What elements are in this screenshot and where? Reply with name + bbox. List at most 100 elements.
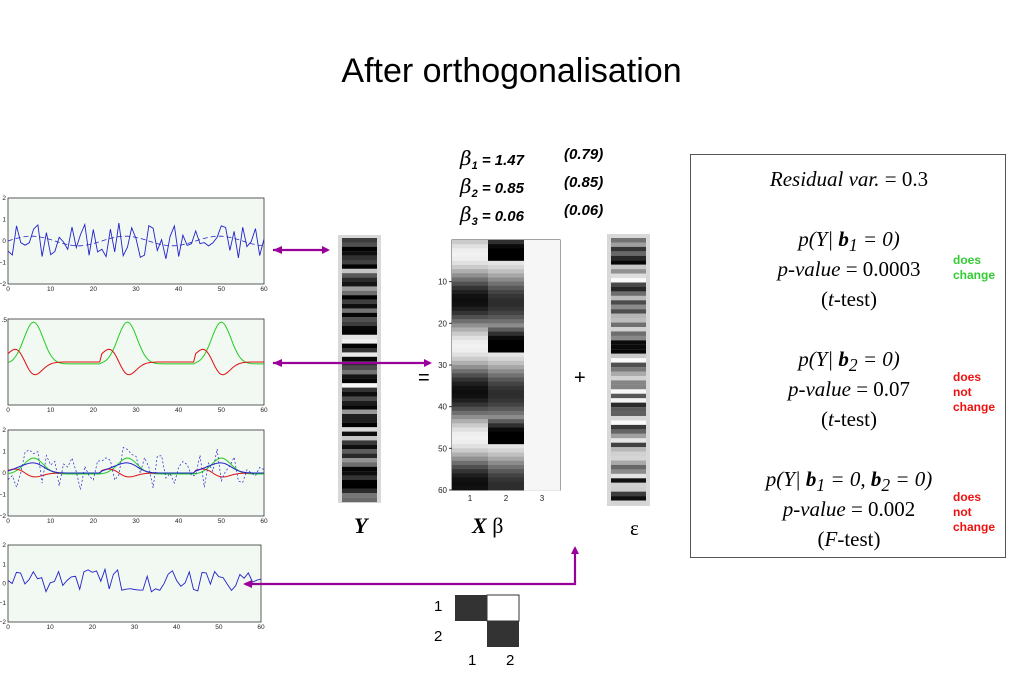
note-line: change: [953, 268, 996, 282]
design-cell-col1: [452, 310, 488, 316]
y-column-cell: [342, 453, 377, 459]
design-cell-col3: [524, 385, 560, 391]
plot-y-tick-label: 0: [2, 581, 6, 588]
plot-y-tick-label: −1: [0, 492, 6, 499]
design-cell-col3: [524, 248, 560, 253]
plot-x-tick-label: 20: [89, 624, 97, 631]
design-cell-col3: [524, 427, 560, 433]
y-column-cell: [342, 444, 377, 450]
residual-label: Residual var.: [769, 167, 880, 191]
eps-column-cell: [611, 335, 646, 341]
hyp-b: b: [805, 467, 817, 491]
y-column-cell: [342, 458, 377, 463]
design-y-tick-label: 40: [438, 403, 447, 412]
design-cell-col1: [452, 444, 488, 449]
eps-column-cell: [611, 371, 646, 376]
eps-column-cell: [611, 438, 646, 443]
design-cell-col2: [488, 394, 524, 399]
design-cell-col3: [524, 435, 560, 441]
y-column-cell: [342, 475, 377, 481]
test-post: -test): [837, 527, 881, 551]
slide-title: After orthogonalisation: [341, 52, 682, 90]
design-cell-col3: [524, 290, 560, 295]
test-letter: F: [824, 527, 838, 551]
eps-column-cell: [611, 349, 646, 354]
design-cell-col2: [488, 481, 524, 487]
beta-value: = 0.85: [477, 180, 524, 197]
eps-column-cell: [611, 442, 646, 448]
design-cell-col1: [452, 248, 488, 253]
design-cell-col2: [488, 419, 524, 424]
contrast-cell-22: [487, 621, 519, 647]
design-cell-col1: [452, 460, 488, 466]
y-column-cell: [342, 238, 377, 243]
y-column-cell: [342, 466, 377, 472]
eps-column-cell: [611, 496, 646, 501]
pvalue: = 0.0003: [840, 257, 921, 281]
y-column-cell: [342, 321, 377, 327]
design-cell-col3: [524, 323, 560, 328]
design-cell-col3: [524, 344, 560, 349]
eps-column-cell: [611, 327, 646, 332]
design-cell-col1: [452, 360, 488, 366]
arrowhead-left-2: [273, 359, 282, 367]
plot-x-tick-label: 0: [6, 624, 10, 631]
label-beta: β: [492, 513, 504, 538]
hyp-b: b: [838, 227, 849, 251]
design-cell-col1: [452, 269, 488, 274]
eps-column-cell: [611, 429, 646, 434]
eps-column-cell: [611, 304, 646, 310]
design-cell-col3: [524, 360, 560, 366]
eps-column-cell: [611, 238, 646, 243]
plot-y-tick-label: 2: [2, 542, 6, 549]
contrast-row-1: 1: [434, 598, 443, 615]
design-cell-col1: [452, 485, 488, 491]
design-matrix: 10 20 30 40 50 60 1 2 3: [438, 239, 561, 503]
y-column-cell: [342, 405, 377, 410]
plot-x-tick-label: 60: [260, 286, 268, 293]
design-x-tick-label: 3: [540, 494, 545, 503]
design-cell-col3: [524, 481, 560, 487]
design-cell-col2: [488, 319, 524, 324]
design-cell-col2: [488, 277, 524, 283]
design-cell-col2: [488, 315, 524, 320]
eps-column-cell: [611, 313, 646, 319]
test-1-pvalue: p-value = 0.0003: [691, 257, 1007, 282]
eps-column-cell: [611, 380, 646, 385]
design-cell-col1: [452, 419, 488, 424]
arrowhead-left-3: [243, 580, 252, 588]
design-cell-col1: [452, 373, 488, 378]
y-column-cell: [342, 246, 377, 252]
test-letter: t: [828, 407, 834, 431]
design-cell-col1: [452, 398, 488, 403]
design-cell-col2: [488, 377, 524, 383]
design-cell-col3: [524, 369, 560, 374]
plot-y-tick-label: −2: [0, 281, 6, 288]
design-cell-col1: [452, 427, 488, 433]
design-cell-col2: [488, 410, 524, 416]
y-column-cell: [342, 484, 377, 489]
design-y-tick-label: 20: [438, 319, 447, 328]
beta-index: 1: [471, 160, 478, 172]
eps-column-cell: [611, 291, 646, 296]
design-cell-col2: [488, 260, 524, 266]
plot-y-tick-label: 2: [2, 195, 6, 202]
design-cell-col2: [488, 244, 524, 249]
design-cell-col2: [488, 356, 524, 362]
test-post: -test): [833, 407, 877, 431]
plot-data-line: [7, 222, 265, 259]
y-column-cell: [342, 378, 377, 384]
design-cell-col1: [452, 481, 488, 487]
eps-column-cell: [611, 269, 646, 274]
plot-regressor-red: [7, 348, 264, 376]
design-cell-col3: [524, 348, 560, 353]
label-y: Y: [354, 513, 368, 538]
y-column-cell: [342, 308, 377, 313]
eps-column-cell: [611, 456, 646, 461]
design-cell-col1: [452, 285, 488, 291]
plot-fit-line: [7, 235, 265, 247]
test-letter: t: [828, 287, 834, 311]
design-cell-col1: [452, 302, 488, 308]
eps-column-cell: [611, 322, 646, 328]
beta-symbol: β: [460, 202, 472, 226]
